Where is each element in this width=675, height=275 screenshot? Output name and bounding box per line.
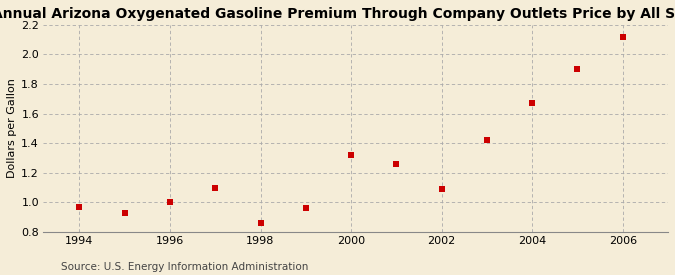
Point [255, 221, 266, 225]
Point [618, 35, 628, 39]
Point [119, 210, 130, 215]
Point [210, 185, 221, 190]
Point [74, 205, 85, 209]
Point [165, 200, 176, 205]
Point [572, 67, 583, 72]
Point [436, 187, 447, 191]
Point [481, 138, 492, 142]
Y-axis label: Dollars per Gallon: Dollars per Gallon [7, 78, 17, 178]
Title: Annual Arizona Oxygenated Gasoline Premium Through Company Outlets Price by All : Annual Arizona Oxygenated Gasoline Premi… [0, 7, 675, 21]
Point [526, 101, 537, 105]
Point [346, 153, 356, 157]
Text: Source: U.S. Energy Information Administration: Source: U.S. Energy Information Administ… [61, 262, 308, 272]
Point [391, 162, 402, 166]
Point [300, 206, 311, 210]
